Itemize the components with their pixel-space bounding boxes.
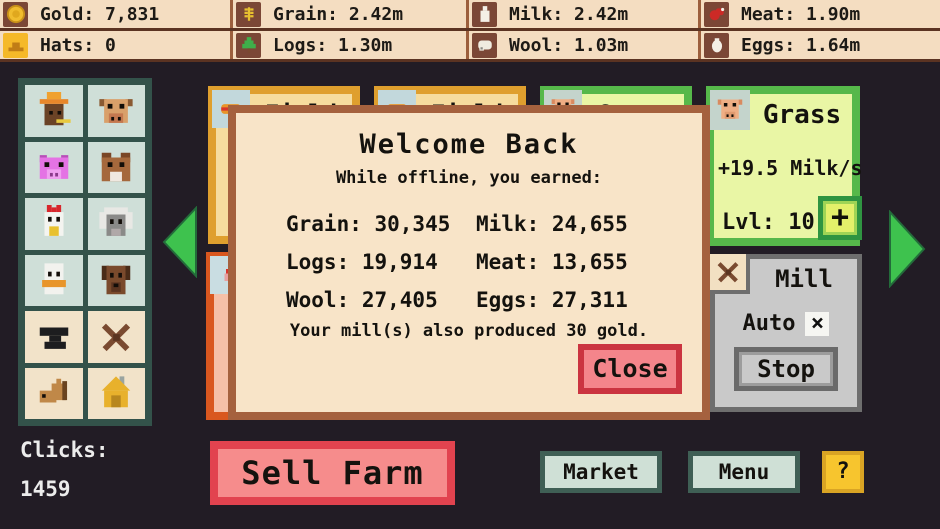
market-button[interactable]: Market bbox=[540, 451, 662, 493]
grass-upgrade-button[interactable]: + bbox=[818, 196, 862, 240]
meat-icon bbox=[704, 1, 729, 27]
grain-wheat-icon bbox=[236, 1, 261, 27]
resource-grain: Grain: 2.42m bbox=[233, 0, 469, 28]
modal-title: Welcome Back bbox=[359, 129, 579, 160]
mill-stop-button[interactable]: Stop bbox=[734, 347, 838, 391]
log-tree-icon bbox=[236, 32, 261, 58]
logs-amount: Logs: 1.30m bbox=[273, 34, 393, 56]
sidebar-item-barn[interactable] bbox=[87, 367, 145, 419]
milk-bottle-icon bbox=[472, 1, 497, 27]
sidebar-item-hamster[interactable] bbox=[87, 141, 145, 193]
welcome-back-modal: Welcome Back While offline, you earned: … bbox=[228, 105, 710, 420]
menu-button[interactable]: Menu bbox=[688, 451, 800, 493]
grass-level: Lvl: 10 bbox=[722, 210, 815, 235]
clicks-label: Clicks: bbox=[20, 438, 109, 462]
resource-row-1: Gold: 7,831 Grain: 2.42m Milk: 2.42m Mea… bbox=[0, 0, 940, 28]
grass-tile-label: Grass bbox=[762, 100, 842, 130]
windmill-icon bbox=[102, 323, 131, 351]
mill-title: Mill bbox=[775, 265, 833, 293]
mill-gold-note: Your mill(s) also produced 30 gold. bbox=[289, 321, 649, 341]
wool-icon bbox=[472, 32, 497, 58]
offline-earning-logs: Logs: 19,914 bbox=[286, 250, 438, 274]
mill-auto-checkbox[interactable]: × bbox=[805, 311, 830, 336]
wool-amount: Wool: 1.03m bbox=[509, 34, 629, 56]
hamster-icon bbox=[102, 153, 131, 182]
mill-auto-label: Auto bbox=[742, 311, 796, 336]
sidebar-item-horse[interactable] bbox=[25, 367, 83, 419]
cow-icon bbox=[710, 90, 750, 130]
hat-icon bbox=[3, 32, 28, 58]
grass-production-rate: +19.5 Milk/s bbox=[718, 156, 863, 180]
modal-subtitle: While offline, you earned: bbox=[335, 168, 603, 188]
milk-amount: Milk: 2.42m bbox=[509, 3, 629, 25]
mill-auto-row: Auto × bbox=[715, 311, 857, 336]
sidebar-item-sheep[interactable] bbox=[87, 198, 145, 250]
pig-icon bbox=[39, 155, 68, 180]
meat-amount: Meat: 1.90m bbox=[741, 3, 861, 25]
animal-selector-panel bbox=[18, 78, 152, 426]
resource-logs: Logs: 1.30m bbox=[233, 31, 469, 59]
sidebar-item-pig[interactable] bbox=[25, 141, 83, 193]
resource-row-2: Hats: 0 Logs: 1.30m Wool: 1.03m Eggs: 1.… bbox=[0, 31, 940, 59]
duck-icon bbox=[41, 263, 66, 295]
offline-earning-wool: Wool: 27,405 bbox=[286, 288, 438, 312]
resource-eggs: Eggs: 1.64m bbox=[701, 31, 940, 59]
egg-icon bbox=[704, 32, 729, 58]
sidebar-item-dog[interactable] bbox=[87, 254, 145, 306]
eggs-amount: Eggs: 1.64m bbox=[741, 34, 861, 56]
sidebar-item-farmer[interactable] bbox=[25, 85, 83, 137]
clicks-value: 1459 bbox=[20, 477, 71, 501]
sidebar-item-windmill[interactable] bbox=[87, 311, 145, 363]
resource-bar: Gold: 7,831 Grain: 2.42m Milk: 2.42m Mea… bbox=[0, 0, 940, 62]
gold-coin-icon bbox=[3, 1, 28, 27]
prev-page-arrow[interactable] bbox=[162, 206, 198, 278]
windmill-icon bbox=[710, 254, 750, 294]
chicken-icon bbox=[44, 204, 64, 236]
resource-wool: Wool: 1.03m bbox=[469, 31, 701, 59]
horse-icon bbox=[39, 379, 67, 403]
farmer-icon bbox=[39, 91, 71, 125]
sheep-icon bbox=[99, 207, 133, 236]
resource-milk: Milk: 2.42m bbox=[469, 0, 701, 28]
barn-icon bbox=[102, 376, 131, 408]
help-button[interactable]: ? bbox=[822, 451, 864, 493]
resource-meat: Meat: 1.90m bbox=[701, 0, 940, 28]
grain-amount: Grain: 2.42m bbox=[273, 3, 404, 25]
close-button[interactable]: Close bbox=[578, 344, 682, 394]
cow-icon bbox=[99, 98, 133, 123]
grass-tile-2[interactable]: Grass +19.5 Milk/s Lvl: 10 + bbox=[706, 86, 863, 246]
resource-gold: Gold: 7,831 bbox=[0, 0, 233, 28]
resource-hats: Hats: 0 bbox=[0, 31, 233, 59]
mill-panel: Mill Auto × Stop bbox=[710, 254, 862, 412]
offline-earning-milk: Milk: 24,655 bbox=[476, 212, 628, 236]
hats-amount: Hats: 0 bbox=[40, 34, 116, 56]
sidebar-item-duck[interactable] bbox=[25, 254, 83, 306]
sidebar-item-cow[interactable] bbox=[87, 85, 145, 137]
dog-icon bbox=[102, 266, 131, 295]
sidebar-item-anvil[interactable] bbox=[25, 311, 83, 363]
next-page-arrow[interactable] bbox=[886, 210, 926, 288]
sell-farm-button[interactable]: Sell Farm bbox=[210, 441, 455, 505]
offline-earning-eggs: Eggs: 27,311 bbox=[476, 288, 628, 312]
gold-amount: Gold: 7,831 bbox=[40, 3, 160, 25]
sidebar-item-chicken[interactable] bbox=[25, 198, 83, 250]
anvil-icon bbox=[39, 327, 68, 349]
offline-earning-meat: Meat: 13,655 bbox=[476, 250, 628, 274]
offline-earning-grain: Grain: 30,345 bbox=[286, 212, 451, 236]
